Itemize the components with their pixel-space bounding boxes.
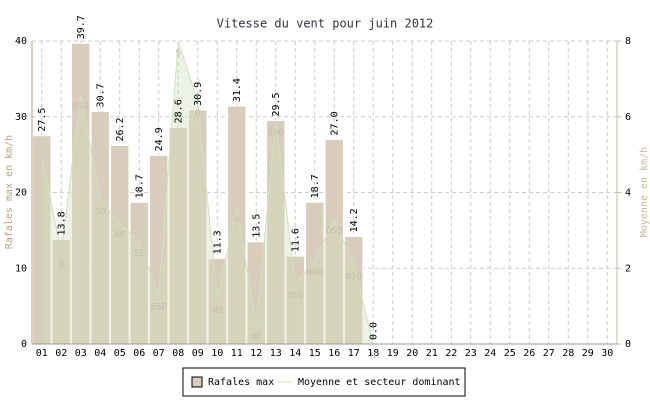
area xyxy=(41,41,374,344)
x-tick-label: 19 xyxy=(387,348,399,359)
direction-label: SE xyxy=(134,249,145,259)
value-label: 11.6 xyxy=(290,228,301,252)
direction-label: NO xyxy=(212,306,223,316)
direction-label: N xyxy=(371,352,376,362)
value-label: 18.7 xyxy=(310,174,321,198)
x-tick-label: 02 xyxy=(55,348,67,359)
x-tick-label: 26 xyxy=(523,348,535,359)
value-label: 26.2 xyxy=(115,117,126,141)
value-label: 18.7 xyxy=(134,174,145,198)
legend-swatch xyxy=(191,376,203,388)
x-tick-label: 30 xyxy=(601,348,613,359)
value-label: 28.6 xyxy=(173,99,184,123)
direction-label: OSO xyxy=(73,102,89,112)
value-label: 24.9 xyxy=(154,127,165,151)
x-tick-label: 17 xyxy=(348,348,360,359)
x-tick-label: 29 xyxy=(582,348,594,359)
x-tick-label: 13 xyxy=(270,348,282,359)
x-tick-label: 16 xyxy=(328,348,340,359)
x-tick-label: 06 xyxy=(133,348,145,359)
direction-label: OSO xyxy=(326,227,342,237)
direction-label: NE xyxy=(114,230,125,240)
value-label: 13.8 xyxy=(56,211,67,235)
direction-label: O xyxy=(234,215,239,225)
x-tick-label: 24 xyxy=(484,348,496,359)
legend-box xyxy=(182,367,466,397)
x-tick-label: 23 xyxy=(465,348,477,359)
value-label: 39.7 xyxy=(76,15,87,39)
x-tick-label: 05 xyxy=(114,348,126,359)
x-tick-label: 25 xyxy=(504,348,516,359)
direction-label: O xyxy=(59,261,64,271)
direction-label: OSO xyxy=(287,291,303,301)
x-tick-label: 07 xyxy=(153,348,165,359)
y-tick-label: 10 xyxy=(15,263,27,274)
y-tick-label: 30 xyxy=(15,112,27,123)
value-label: 29.5 xyxy=(271,92,282,116)
x-tick-label: 14 xyxy=(289,348,301,359)
y-tick-label: 40 xyxy=(15,36,27,47)
x-tick-label: 10 xyxy=(211,348,223,359)
direction-label: NE xyxy=(251,333,262,343)
line xyxy=(41,40,374,345)
chart-title: Vitesse du vent pour juin 2012 xyxy=(217,17,434,31)
y2-tick-label: 2 xyxy=(625,263,631,274)
direction-label: SO xyxy=(95,208,106,218)
value-label: 31.4 xyxy=(232,78,243,102)
value-label: 0.0 xyxy=(368,322,379,340)
y-axis-label: Rafales max en km/h xyxy=(4,135,15,249)
direction-label: O xyxy=(195,109,200,119)
y-tick-label: 0 xyxy=(21,339,27,350)
y2-axis-label: Moyenne en km/h xyxy=(639,147,650,237)
x-tick-label: 15 xyxy=(309,348,321,359)
x-tick-label: 18 xyxy=(367,348,379,359)
x-tick-label: 03 xyxy=(75,348,87,359)
value-label: 11.3 xyxy=(212,230,223,254)
x-tick-label: 04 xyxy=(94,348,106,359)
legend-label: Moyenne et secteur dominant xyxy=(298,377,461,388)
x-tick-label: 28 xyxy=(562,348,574,359)
y2-tick-label: 0 xyxy=(625,339,631,350)
value-label: 30.7 xyxy=(95,83,106,107)
value-label: 13.5 xyxy=(251,214,262,238)
x-tick-label: 21 xyxy=(426,348,438,359)
y2-tick-label: 4 xyxy=(625,188,631,199)
value-label: 14.2 xyxy=(349,208,360,232)
direction-label: OSO xyxy=(346,272,362,282)
x-tick-label: 22 xyxy=(445,348,457,359)
value-label: 27.5 xyxy=(37,108,48,132)
x-tick-label: 12 xyxy=(250,348,262,359)
value-label: 30.9 xyxy=(193,82,204,106)
y2-tick-label: 8 xyxy=(625,36,631,47)
x-tick-label: 01 xyxy=(36,348,48,359)
direction-label: S xyxy=(176,49,181,59)
direction-label: NNO xyxy=(307,268,323,278)
x-tick-label: 09 xyxy=(192,348,204,359)
legend-label: Rafales max xyxy=(208,377,274,388)
y2-tick-label: 6 xyxy=(625,112,631,123)
x-tick-label: 27 xyxy=(543,348,555,359)
direction-label: ESE xyxy=(151,302,167,312)
x-tick-label: 11 xyxy=(231,348,243,359)
y-tick-label: 20 xyxy=(15,188,27,199)
value-label: 27.0 xyxy=(329,111,340,135)
direction-label: SSO xyxy=(268,128,284,138)
x-tick-label: 20 xyxy=(406,348,418,359)
x-tick-label: 08 xyxy=(172,348,184,359)
